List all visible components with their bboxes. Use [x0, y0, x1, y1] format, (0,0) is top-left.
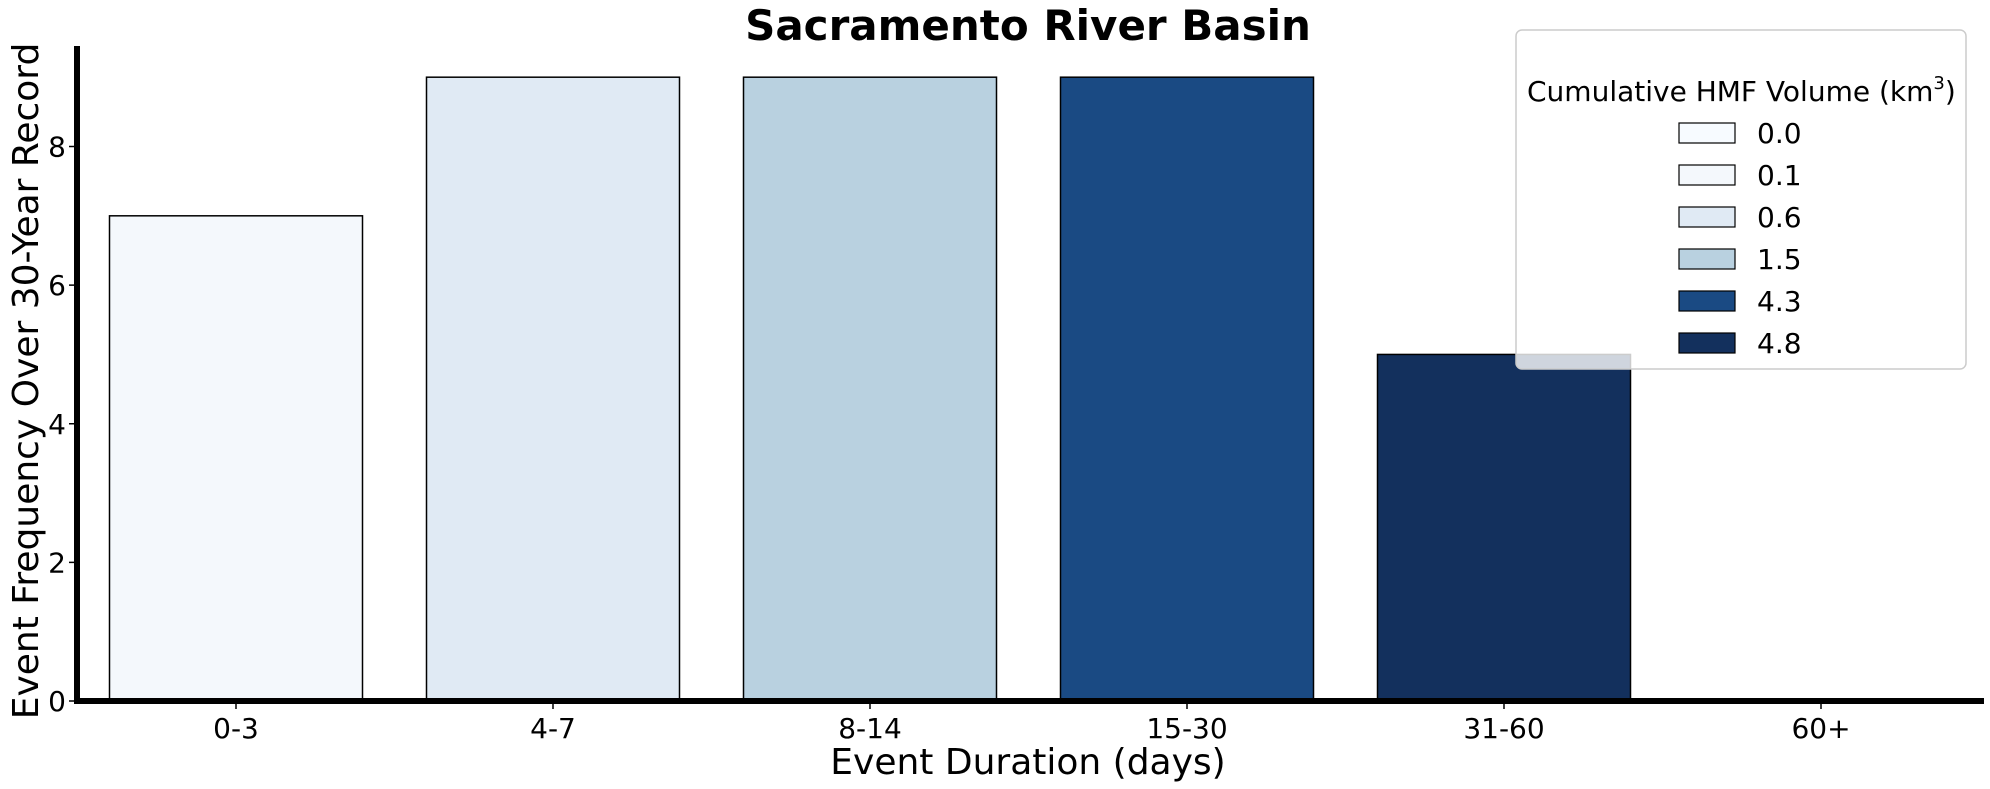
x-axis-label: Event Duration (days): [830, 742, 1225, 783]
bar-8-14: [742, 76, 998, 702]
y-tick-label: 4: [48, 408, 66, 441]
x-tick-label: 4-7: [530, 712, 576, 745]
legend-label: 4.8: [1757, 327, 1802, 360]
x-tick-label: 31-60: [1463, 712, 1544, 745]
legend-swatch: [1678, 290, 1736, 312]
legend-swatch: [1678, 248, 1736, 270]
legend-label: 4.3: [1757, 285, 1802, 318]
legend-label: 0.6: [1757, 201, 1802, 234]
x-tick-label: 60+: [1791, 712, 1850, 745]
y-axis-label: Event Frequency Over 30-Year Record: [6, 43, 47, 720]
legend-swatch: [1678, 122, 1736, 144]
legend-swatch: [1678, 206, 1736, 228]
legend-title-main: Cumulative HMF Volume (km: [1527, 75, 1933, 108]
legend-label: 0.1: [1757, 159, 1802, 192]
legend-title: Cumulative HMF Volume (km3): [1527, 73, 1956, 108]
chart-title: Sacramento River Basin: [745, 1, 1311, 50]
legend-title-superscript: 3: [1933, 73, 1944, 94]
legend-swatch: [1678, 164, 1736, 186]
bar-0-3: [108, 215, 364, 702]
y-tick-label: 8: [48, 131, 66, 164]
x-tick-label: 0-3: [213, 712, 259, 745]
bars-group: [108, 76, 1632, 702]
x-tick-label: 8-14: [838, 712, 902, 745]
legend: Cumulative HMF Volume (km3) 0.0 0.1 0.6 1.5…: [1515, 29, 1967, 370]
x-axis-ticks: 0-3 4-7 8-14 15-30 31-60 60+: [213, 701, 1851, 745]
legend-frame: [1515, 29, 1967, 370]
legend-label: 0.0: [1757, 117, 1802, 150]
bar-15-30: [1059, 76, 1315, 702]
y-tick-label: 2: [48, 546, 66, 579]
bar-31-60: [1376, 353, 1632, 702]
legend-label: 1.5: [1757, 243, 1802, 276]
legend-entries: 0.0 0.1 0.6 1.5 4.3 4.8: [1678, 117, 1802, 360]
bar-4-7: [425, 76, 681, 702]
y-axis-ticks: 0 2 4 6 8: [48, 131, 77, 718]
y-tick-label: 6: [48, 269, 66, 302]
y-tick-label: 0: [48, 685, 66, 718]
x-tick-label: 15-30: [1146, 712, 1227, 745]
legend-swatch: [1678, 332, 1736, 354]
legend-title-end: ): [1945, 75, 1956, 108]
